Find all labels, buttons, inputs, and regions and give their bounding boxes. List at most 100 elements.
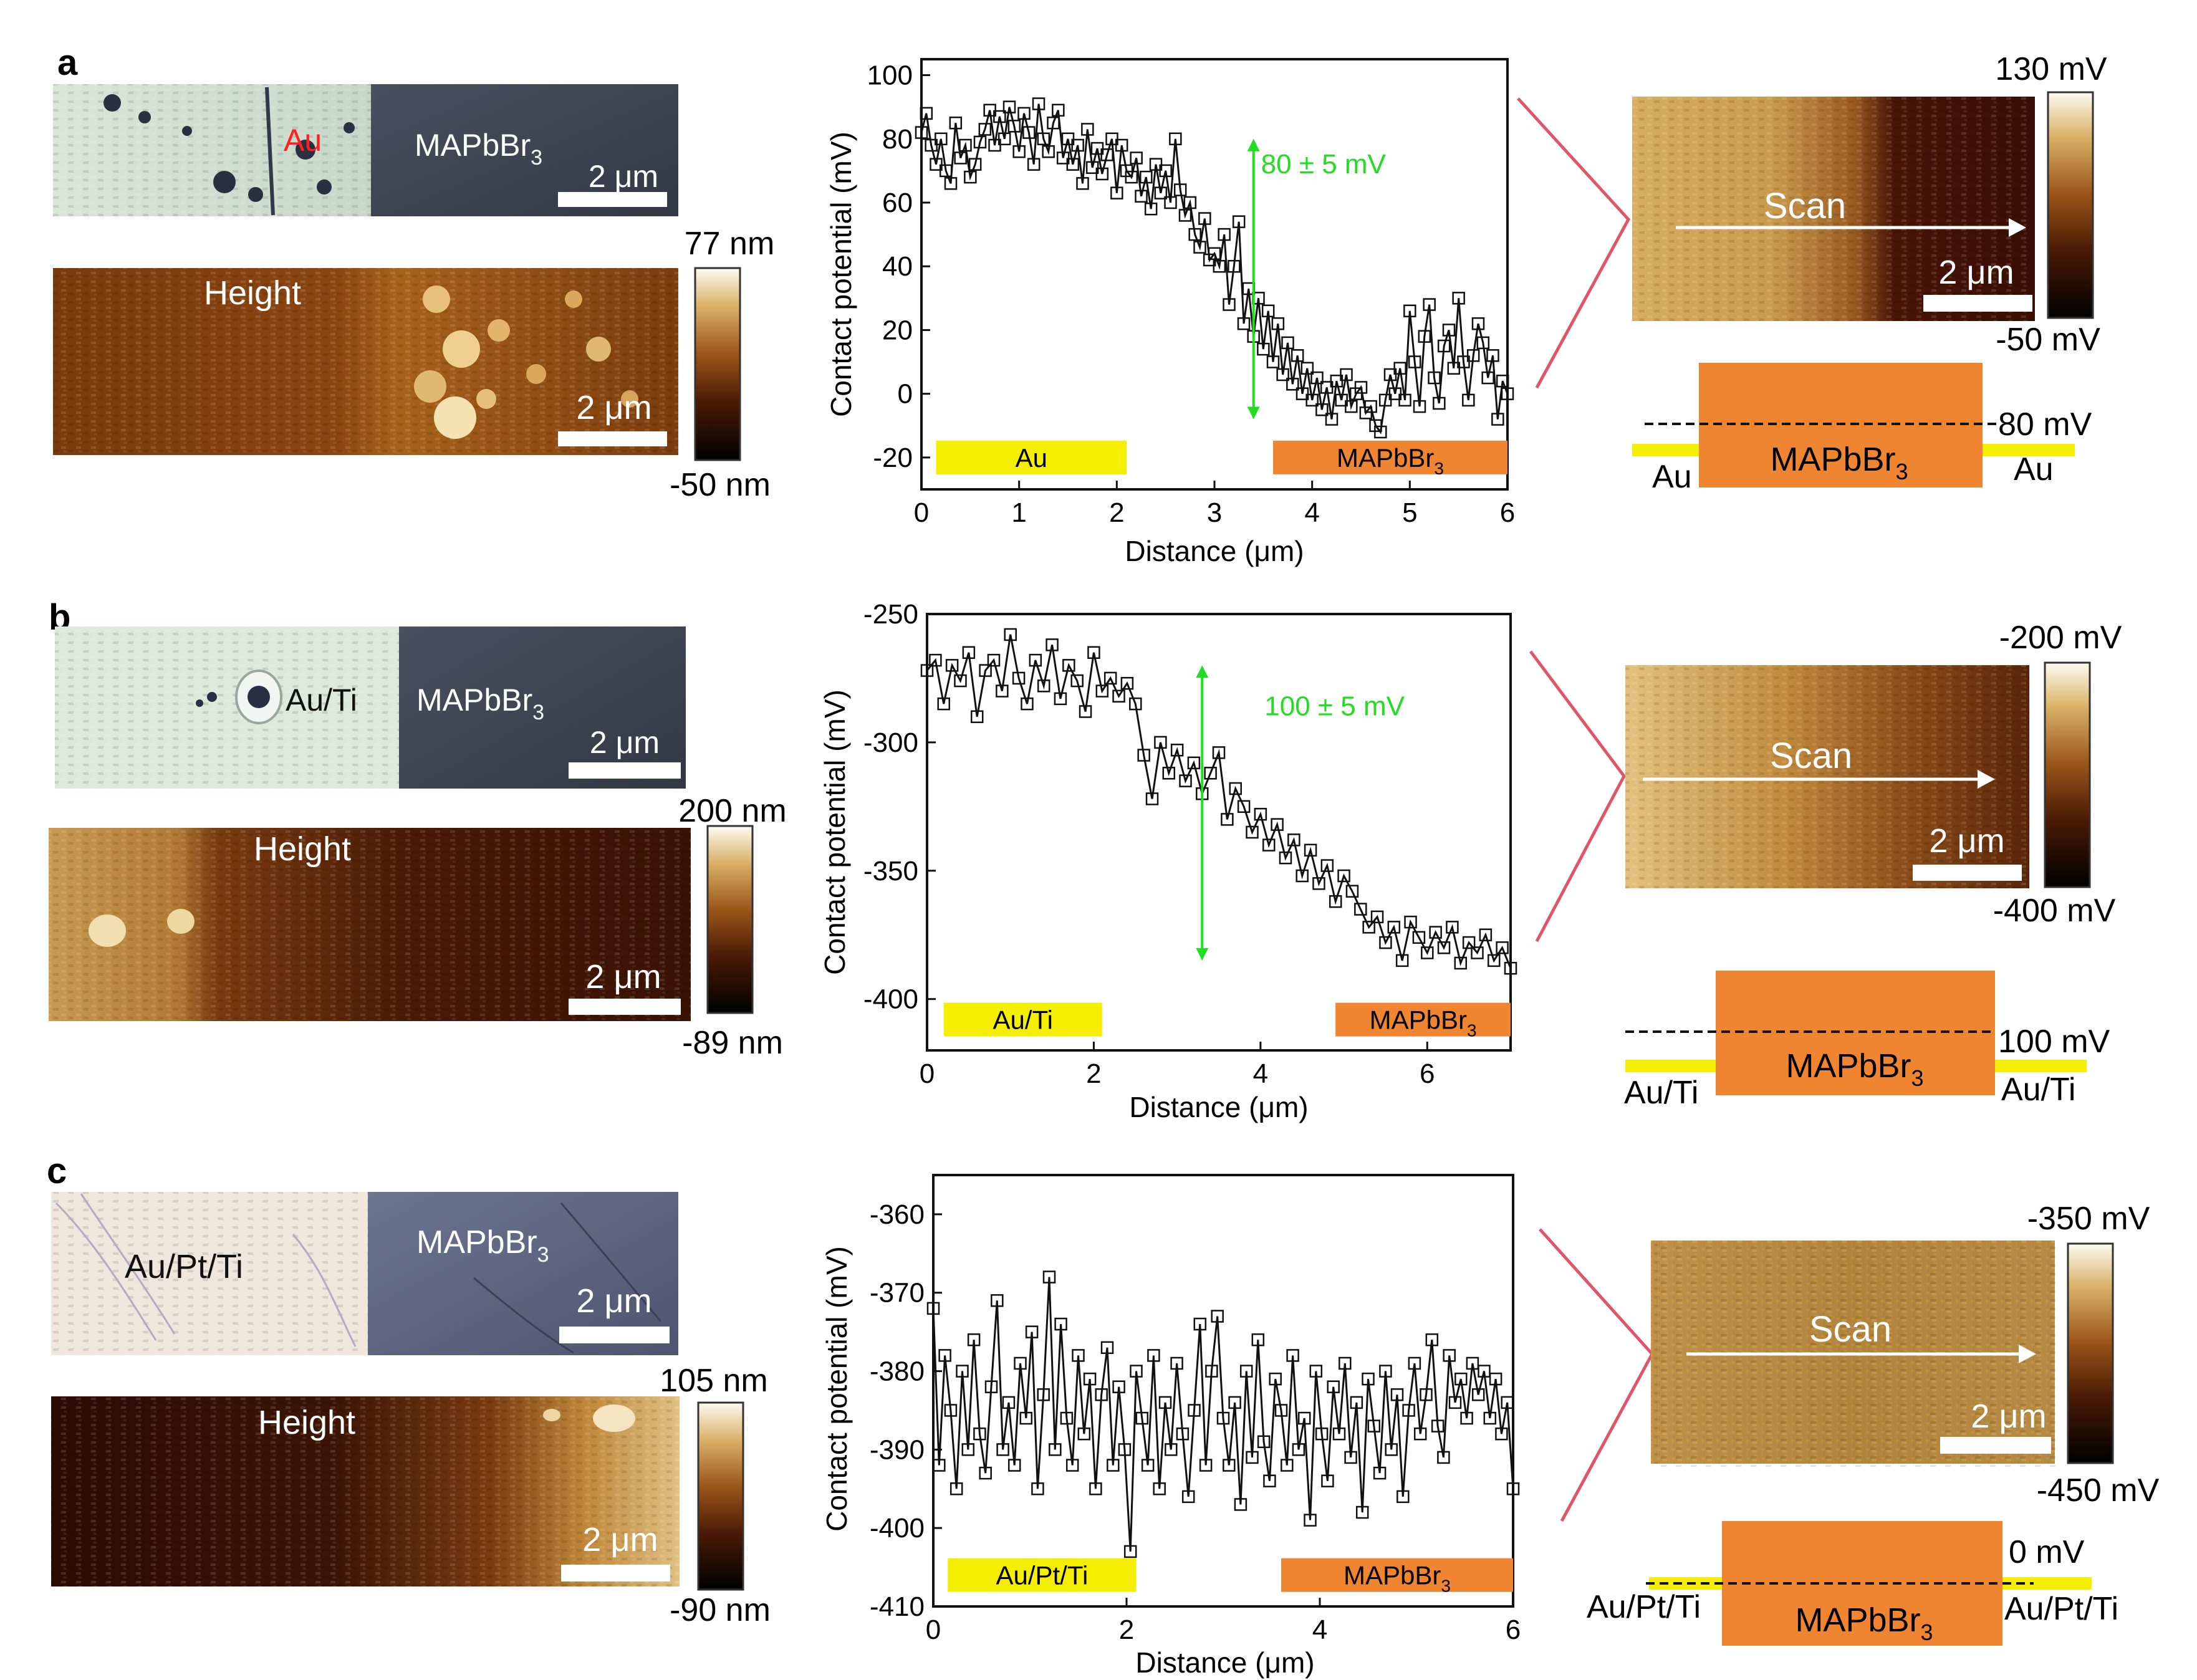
scale-bar [558, 431, 667, 446]
x-tick-label: 2 [1119, 1615, 1134, 1645]
data-point [987, 653, 1001, 667]
y-tick-label: -350 [863, 856, 918, 886]
data-point [1204, 767, 1217, 780]
data-point [961, 1443, 975, 1456]
data-point [1077, 1427, 1091, 1441]
x-tick-label: 4 [1304, 497, 1319, 528]
data-point [1103, 671, 1117, 685]
arrow-head [1196, 665, 1209, 678]
optical-image: Au/Pt/Ti MAPbBr3 2 μm [51, 1192, 678, 1355]
data-point [1062, 659, 1075, 672]
data-point [1002, 100, 1016, 113]
data-point [1095, 1388, 1108, 1401]
optical-image: Au MAPbBr3 2 μm [53, 84, 678, 216]
perovskite-label: MAPbBr3 [416, 1224, 549, 1267]
data-point [1291, 349, 1304, 362]
data-point [1428, 371, 1441, 385]
data-point [1491, 413, 1504, 426]
data-point [1437, 941, 1451, 954]
data-point [1198, 212, 1211, 225]
scale-bar-label: 2 μm [582, 1521, 658, 1558]
data-point [996, 1443, 1009, 1456]
data-point [1187, 756, 1201, 770]
data-point [1412, 931, 1426, 944]
kpfm-colorbar: -350 mV -450 mV [2027, 1201, 2160, 1509]
arrow-head [1196, 948, 1209, 961]
data-point [1066, 158, 1080, 171]
data-point [1476, 336, 1490, 350]
data-point [1297, 1411, 1311, 1425]
data-point [1276, 368, 1289, 382]
data-point [1261, 304, 1275, 318]
data-point [1007, 1459, 1021, 1472]
data-point [1071, 138, 1084, 152]
y-axis-label: Contact potential (mV) [820, 1246, 853, 1532]
data-point [1154, 186, 1168, 199]
right-metal-label: Au/Ti [2001, 1072, 2075, 1108]
data-point [1107, 1459, 1120, 1472]
scale-bar [1923, 295, 2032, 312]
data-point [1495, 1427, 1508, 1441]
region-label: MAPbBr3 [1344, 1561, 1451, 1596]
zoom-bracket [1517, 97, 1631, 389]
region-label-box [936, 440, 1127, 474]
svg-text:105 nm: 105 nm [660, 1363, 767, 1399]
svg-text:-350 mV: -350 mV [2027, 1201, 2150, 1237]
data-point [1354, 903, 1367, 916]
data-point [1300, 362, 1314, 375]
data-point [1129, 697, 1142, 711]
scale-bar [569, 999, 681, 1015]
data-point [1081, 123, 1094, 136]
height-colorbar: 200 nm -89 nm [678, 793, 786, 1061]
block-label: MAPbBr3 [1770, 441, 1908, 484]
data-point [1312, 877, 1325, 890]
data-point [1263, 1474, 1276, 1487]
offset-label: 0 mV [2009, 1534, 2085, 1570]
data-point [1140, 170, 1153, 184]
x-tick-label: 2 [1086, 1058, 1101, 1089]
svg-text:-90 nm: -90 nm [670, 1592, 771, 1628]
data-point [1002, 1396, 1016, 1409]
data-point [1471, 946, 1484, 959]
data-point [954, 151, 967, 165]
data-point [1029, 653, 1042, 667]
svg-text:130 mV: 130 mV [1995, 51, 2107, 87]
data-point [1271, 317, 1285, 330]
data-point [1354, 381, 1368, 394]
data-point [964, 170, 977, 184]
height-image: Height 2 μm [53, 268, 678, 455]
data-point [1462, 936, 1476, 949]
panel-b: b Au/Ti MAPbBr3 2 μm Height 2 μm 200 nm [49, 597, 2122, 1123]
x-tick-label: 1 [1011, 497, 1026, 528]
data-point [1110, 186, 1123, 199]
data-point [1488, 954, 1501, 967]
data-point [1466, 349, 1480, 362]
data-point [1315, 403, 1329, 416]
height-colorbar: 77 nm -50 nm [670, 226, 774, 503]
y-tick-label: 40 [882, 251, 913, 282]
data-point [1246, 825, 1259, 839]
data-point [1339, 1356, 1352, 1370]
data-point [1408, 1356, 1421, 1370]
data-point [1418, 330, 1431, 343]
data-point [1454, 956, 1468, 970]
data-point [1274, 1404, 1288, 1417]
data-point [1218, 228, 1231, 241]
data-point [1054, 692, 1067, 706]
panel-c: c Au/Pt/Ti MAPbBr3 2 μm Height 2 μm 105 … [47, 1151, 2160, 1679]
data-point [1123, 1545, 1137, 1558]
y-tick-label: -370 [870, 1278, 925, 1308]
data-point [1478, 1365, 1491, 1378]
data-point [993, 110, 1006, 123]
data-point [1027, 158, 1041, 171]
x-tick-label: 4 [1312, 1615, 1327, 1645]
data-point [1433, 396, 1446, 410]
data-point [1321, 1474, 1334, 1487]
data-point [1047, 116, 1060, 130]
data-point [1042, 145, 1055, 158]
data-point [938, 1349, 951, 1362]
band-diagram: 0 mV Au/Pt/Ti Au/Pt/Ti MAPbBr3 [1587, 1521, 2118, 1646]
y-axis-label: Contact potential (mV) [825, 132, 857, 417]
data-point [1340, 368, 1353, 382]
data-point [1141, 1459, 1155, 1472]
